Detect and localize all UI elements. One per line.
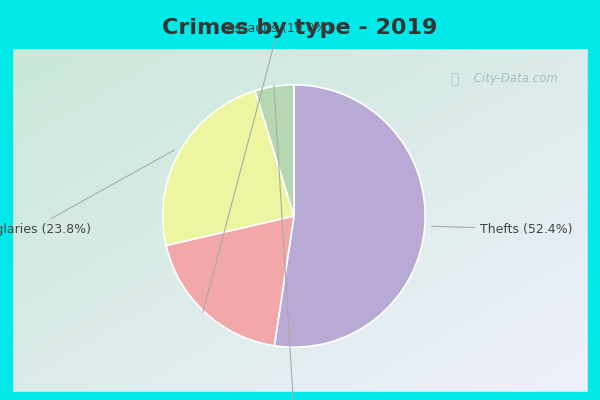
Bar	[0, 0, 12, 400]
Text: Burglaries (23.8%): Burglaries (23.8%)	[0, 150, 175, 236]
Wedge shape	[255, 85, 294, 216]
Wedge shape	[274, 85, 425, 347]
Text: City-Data.com: City-Data.com	[470, 72, 558, 85]
Text: Crimes by type - 2019: Crimes by type - 2019	[163, 18, 437, 38]
Text: ⦿: ⦿	[450, 72, 458, 86]
Text: Rapes (4.8%): Rapes (4.8%)	[252, 85, 336, 400]
Bar	[0, 0, 600, 48]
Wedge shape	[163, 91, 294, 246]
Wedge shape	[166, 216, 294, 346]
Text: Thefts (52.4%): Thefts (52.4%)	[431, 223, 573, 236]
Bar	[588, 0, 600, 400]
Bar	[0, 392, 600, 400]
Text: Assaults (19.0%): Assaults (19.0%)	[203, 22, 331, 312]
